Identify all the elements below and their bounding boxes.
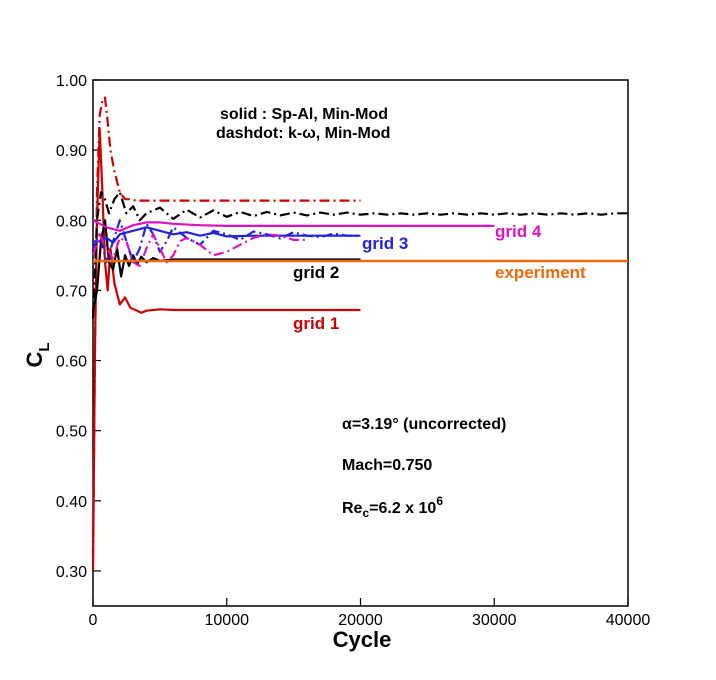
y-tick-label: 0.70	[56, 283, 87, 300]
x-axis-title: Cycle	[333, 627, 392, 652]
y-tick-label: 0.30	[56, 564, 87, 581]
re-main: Re	[342, 500, 363, 517]
y-tick-label: 0.60	[56, 354, 87, 371]
series-grid2-solid	[91, 219, 361, 312]
legend-note-dashdot: dashdot: k-ω, Min-Mod	[216, 125, 390, 142]
label-grid-1: grid 1	[293, 314, 339, 333]
y-tick-label: 0.50	[56, 424, 87, 441]
x-tick-label: 30000	[472, 612, 517, 629]
y-tick-label: 0.40	[56, 494, 87, 511]
condition-reynolds: Rec=6.2 x 106	[342, 494, 443, 520]
series-grid1-solid	[91, 128, 361, 571]
plot-area	[92, 79, 629, 607]
series-grid4-solid	[92, 219, 495, 232]
y-axis-title-sub: L	[36, 342, 53, 351]
label-grid-2: grid 2	[293, 263, 339, 282]
re-value: =6.2 x 10	[369, 500, 436, 517]
condition-alpha: α=3.19° (uncorrected)	[342, 416, 506, 433]
x-tick-label: 10000	[205, 612, 250, 629]
re-exponent: 6	[436, 494, 443, 508]
y-tick-label: 1.00	[56, 73, 87, 90]
x-tick-label: 40000	[606, 612, 651, 629]
series-grid4-dashdot	[91, 233, 307, 267]
svg-text:CL: CL	[22, 342, 53, 367]
y-axis-title-main: C	[22, 352, 47, 368]
x-tick-label: 0	[89, 612, 98, 629]
y-tick-label: 0.80	[56, 213, 87, 230]
series-grid1-dashdot	[91, 96, 361, 557]
label-experiment: experiment	[495, 263, 586, 282]
y-axis-title: CL	[22, 342, 53, 367]
y-tick-label: 0.90	[56, 143, 87, 160]
label-grid-3: grid 3	[362, 234, 408, 253]
x-tick-label: 20000	[338, 612, 383, 629]
legend-note-solid: solid : Sp-Al, Min-Mod	[220, 106, 388, 123]
label-grid-4: grid 4	[495, 222, 542, 241]
series-layer	[91, 96, 628, 571]
series-grid2-dashdot	[91, 191, 628, 319]
condition-mach: Mach=0.750	[342, 457, 432, 474]
re-sub: c	[362, 506, 369, 520]
